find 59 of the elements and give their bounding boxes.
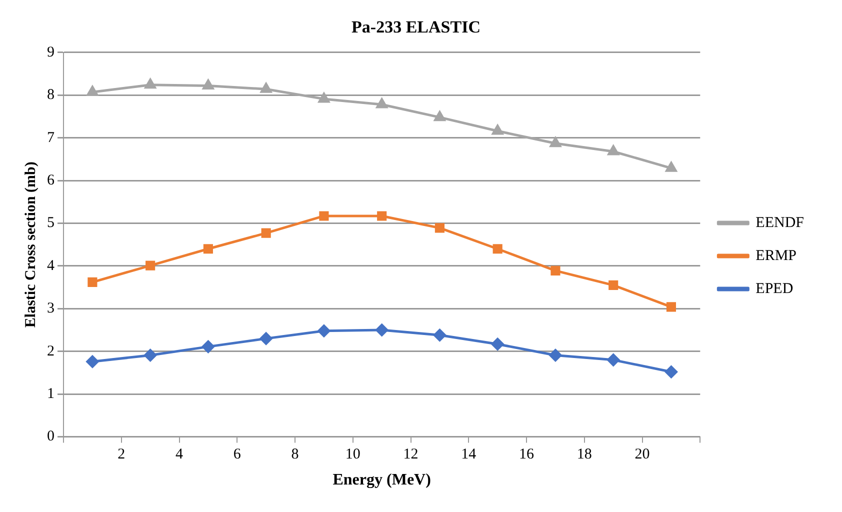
chart-title: Pa-233 ELASTIC	[352, 18, 480, 37]
y-tick-label: 8	[47, 87, 54, 104]
point	[492, 244, 502, 254]
point	[549, 348, 562, 362]
point	[318, 324, 330, 338]
point	[260, 82, 272, 93]
point	[492, 124, 504, 135]
y-tick-label: 2	[47, 343, 54, 360]
y-tick-label: 1	[47, 386, 54, 402]
legend-label: EPED	[756, 280, 794, 297]
x-tick-label: 20	[634, 446, 650, 463]
y-tick-label: 6	[47, 172, 55, 188]
x-tick-label: 14	[461, 446, 477, 463]
x-tick-label: 18	[576, 446, 592, 463]
y-tick-label: 3	[47, 300, 54, 317]
point	[376, 324, 388, 336]
point	[608, 145, 619, 156]
point	[202, 79, 214, 90]
point	[202, 340, 214, 353]
x-axis-title: Energy (MeV)	[332, 472, 431, 489]
x-tick-label: 2	[118, 446, 126, 463]
x-tick-label: 4	[176, 446, 184, 463]
y-tick-label: 0	[47, 428, 54, 445]
y-tick-label: 5	[47, 215, 54, 232]
point	[664, 366, 678, 378]
point	[86, 355, 99, 368]
y-axis-title: Elastic Cross section (mb)	[22, 162, 39, 328]
point	[319, 211, 329, 221]
legend-label: ERMP	[756, 248, 797, 264]
point	[491, 338, 504, 350]
point	[144, 348, 157, 362]
x-tick-label: 12	[403, 446, 418, 463]
y-tick-label: 9	[47, 44, 54, 60]
point	[88, 277, 98, 287]
point	[666, 162, 677, 172]
point	[146, 260, 156, 270]
y-tick-label: 4	[47, 258, 55, 274]
point	[607, 354, 620, 366]
point	[608, 280, 618, 290]
point	[377, 211, 387, 221]
point	[86, 86, 98, 96]
point	[318, 92, 330, 103]
x-tick-label: 16	[519, 446, 535, 463]
point	[260, 332, 272, 345]
point	[550, 266, 560, 276]
point	[433, 328, 446, 342]
point	[666, 302, 676, 312]
legend-label: EENDF	[756, 214, 804, 231]
point	[550, 137, 562, 148]
x-tick-label: 6	[233, 446, 242, 463]
y-tick-label: 7	[47, 130, 55, 146]
x-tick-label: 8	[291, 446, 299, 463]
point	[434, 223, 444, 233]
point	[376, 98, 388, 108]
point	[434, 111, 446, 122]
x-tick-label: 10	[345, 446, 360, 463]
point	[261, 228, 271, 238]
point	[144, 78, 156, 89]
point	[203, 244, 213, 254]
